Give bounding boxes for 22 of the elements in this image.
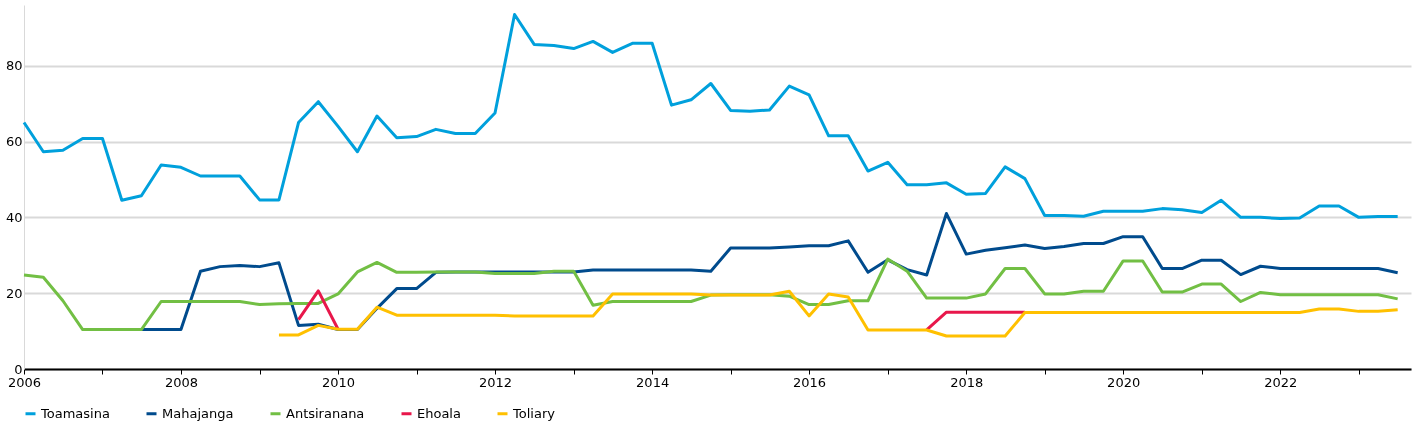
x-tick-label: 2008 [164,374,198,390]
legend-label: Mahajanga [162,405,234,421]
legend-label: Antsiranana [286,405,365,421]
x-tick-label: 2012 [478,374,513,390]
legend-label: Ehoala [417,405,461,421]
line-series [22,257,1400,332]
x-tick-label: 2016 [793,374,827,390]
x-tick-label: 2010 [322,374,356,390]
legend-label: Toamasina [40,405,110,421]
line-series [277,289,1400,338]
legend-label: Toliary [512,405,556,421]
x-tick-label: 2020 [1107,374,1141,390]
x-tick-label: 2006 [7,374,42,390]
x-tick-label: 2014 [636,374,670,390]
y-tick-label: 80 [5,58,23,74]
x-tick-label: 2018 [950,374,984,390]
y-tick-label: 40 [5,209,23,225]
x-tick-label: 2022 [1264,374,1298,390]
y-tick-label: 20 [5,285,23,301]
y-tick-label: 60 [5,134,23,149]
y-tick-label: 0 [14,361,23,377]
line-series [22,12,1400,220]
